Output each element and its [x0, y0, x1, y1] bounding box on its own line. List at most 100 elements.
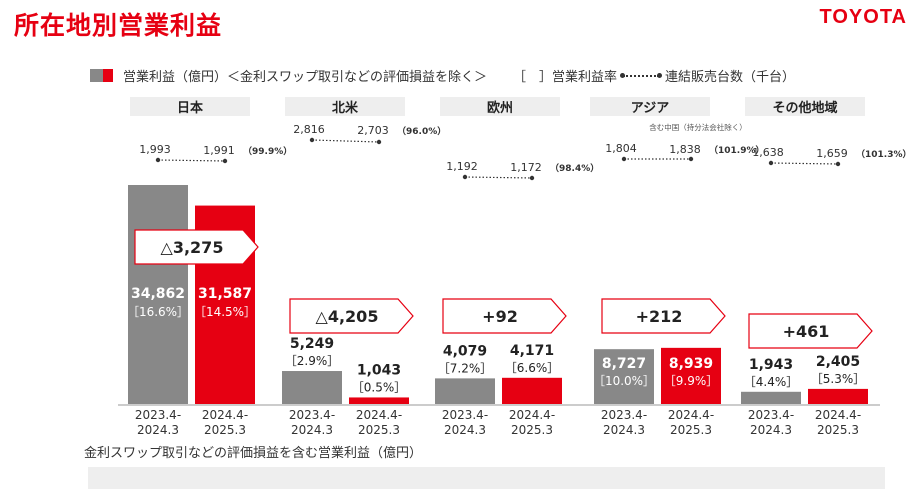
units-ratio-label: （96.0%） [397, 126, 446, 137]
units-ratio-label: （98.4%） [550, 163, 599, 174]
legend-bar-label: 営業利益（億円）＜金利スワップ取引などの評価損益を除く＞ [123, 70, 488, 85]
units-ratio-label: （101.9%） [709, 145, 765, 156]
bar-prev [282, 371, 342, 404]
rate-label-prev: ［2.9%］ [285, 354, 340, 368]
rate-label-prev: ［7.2%］ [438, 361, 493, 375]
units-label-curr: 1,991 [203, 144, 235, 157]
units-label-curr: 2,703 [357, 124, 389, 137]
units-line [770, 162, 839, 165]
region-header-bg [440, 97, 560, 116]
units-line [311, 139, 380, 143]
change-callout [748, 313, 873, 349]
period-label-curr: 2024.4-2025.3 [668, 408, 714, 437]
legend-units-label: 連結販売台数（千台） [665, 70, 796, 85]
units-label-prev: 1,192 [446, 160, 478, 173]
bar-prev [128, 185, 188, 404]
units-line [157, 159, 226, 162]
value-label-prev: 34,862 [131, 286, 185, 302]
period-label-curr: 2024.4-2025.3 [815, 408, 861, 437]
bar-curr [808, 388, 868, 404]
period-label-prev: 2023.4-2024.3 [442, 408, 488, 437]
units-dot-curr [376, 139, 382, 145]
toyota-logo: TOYOTA [819, 6, 907, 28]
units-label-curr: 1,838 [669, 143, 701, 156]
units-label-curr: 1,172 [510, 161, 542, 174]
period-label-prev: 2023.4-2024.3 [748, 408, 794, 437]
legend-swatch-curr [103, 69, 113, 82]
bar-curr [661, 347, 721, 404]
value-label-prev: 8,727 [602, 356, 646, 372]
units-dot-prev [155, 157, 161, 163]
region-header-label: アジア [631, 101, 669, 116]
units-label-prev: 2,816 [293, 123, 325, 136]
legend-swatch-prev [90, 69, 103, 82]
units-dot-curr [222, 158, 228, 164]
period-label-curr: 2024.4-2025.3 [202, 408, 248, 437]
value-label-curr: 4,171 [510, 343, 554, 359]
region-header-bg [285, 97, 405, 116]
units-dot-curr [529, 175, 535, 181]
change-callout [289, 298, 414, 334]
legend: 営業利益（億円）＜金利スワップ取引などの評価損益を除く＞ ［ ］営業利益率 連結… [90, 66, 795, 85]
units-dot-prev [462, 174, 468, 180]
period-label-prev: 2023.4-2024.3 [289, 408, 335, 437]
region-header-bg [745, 97, 865, 116]
region-header-label: 欧州 [487, 100, 513, 116]
bar-prev [594, 349, 654, 404]
rate-label-curr: ［5.3%］ [811, 372, 866, 386]
footer-band [88, 467, 885, 489]
rate-label-curr: ［0.5%］ [352, 380, 407, 394]
region-header-bg [130, 97, 250, 116]
units-dot-curr [835, 161, 841, 167]
units-label-prev: 1,993 [139, 143, 171, 156]
change-label: +461 [783, 322, 830, 341]
page-title: 所在地別営業利益 [14, 11, 223, 40]
bar-prev [741, 391, 801, 404]
asia-note: 含む中国（持分法会社除く） [649, 122, 747, 132]
region-header-label: その他地域 [772, 100, 837, 116]
bar-curr [349, 397, 409, 404]
legend-rate-label: ［ ］営業利益率 [513, 70, 618, 85]
value-label-curr: 1,043 [357, 362, 401, 378]
value-label-curr: 8,939 [669, 356, 713, 372]
units-line [464, 176, 533, 179]
value-label-prev: 1,943 [749, 357, 793, 373]
period-label-curr: 2024.4-2025.3 [509, 408, 555, 437]
value-label-prev: 4,079 [443, 343, 487, 359]
change-label: +92 [482, 307, 518, 326]
value-label-curr: 2,405 [816, 354, 860, 370]
units-dot-curr [688, 156, 694, 162]
bar-prev [435, 378, 495, 404]
value-label-prev: 5,249 [290, 336, 334, 352]
legend-units-line-icon [620, 72, 663, 78]
units-ratio-label: （99.9%） [243, 146, 292, 157]
change-label: △3,275 [161, 238, 224, 257]
change-callout [442, 298, 567, 334]
units-label-prev: 1,638 [752, 146, 784, 159]
rate-label-curr: ［9.9%］ [664, 374, 719, 388]
footer-title: 金利スワップ取引などの評価損益を含む営業利益（億円） [84, 446, 423, 461]
units-label-curr: 1,659 [816, 147, 848, 160]
units-dot-prev [309, 137, 315, 143]
period-label-curr: 2024.4-2025.3 [356, 408, 402, 437]
period-label-prev: 2023.4-2024.3 [601, 408, 647, 437]
units-dot-prev [768, 160, 774, 166]
units-ratio-label: （101.3%） [856, 149, 912, 160]
region-header-bg [590, 97, 710, 116]
rate-label-curr: ［6.6%］ [505, 361, 560, 375]
change-callout [601, 298, 726, 334]
value-label-curr: 31,587 [198, 286, 252, 302]
units-label-prev: 1,804 [605, 142, 637, 155]
region-header-label: 日本 [177, 100, 203, 116]
change-callout [134, 229, 259, 265]
rate-label-prev: ［16.6%］ [127, 305, 189, 319]
bar-curr [502, 377, 562, 404]
region-header-label: 北米 [332, 100, 359, 116]
rate-label-prev: ［4.4%］ [744, 375, 799, 389]
units-dot-prev [621, 156, 627, 162]
change-label: △4,205 [316, 307, 379, 326]
rate-label-prev: ［10.0%］ [593, 374, 655, 388]
period-label-prev: 2023.4-2024.3 [135, 408, 181, 437]
change-label: +212 [636, 307, 683, 326]
